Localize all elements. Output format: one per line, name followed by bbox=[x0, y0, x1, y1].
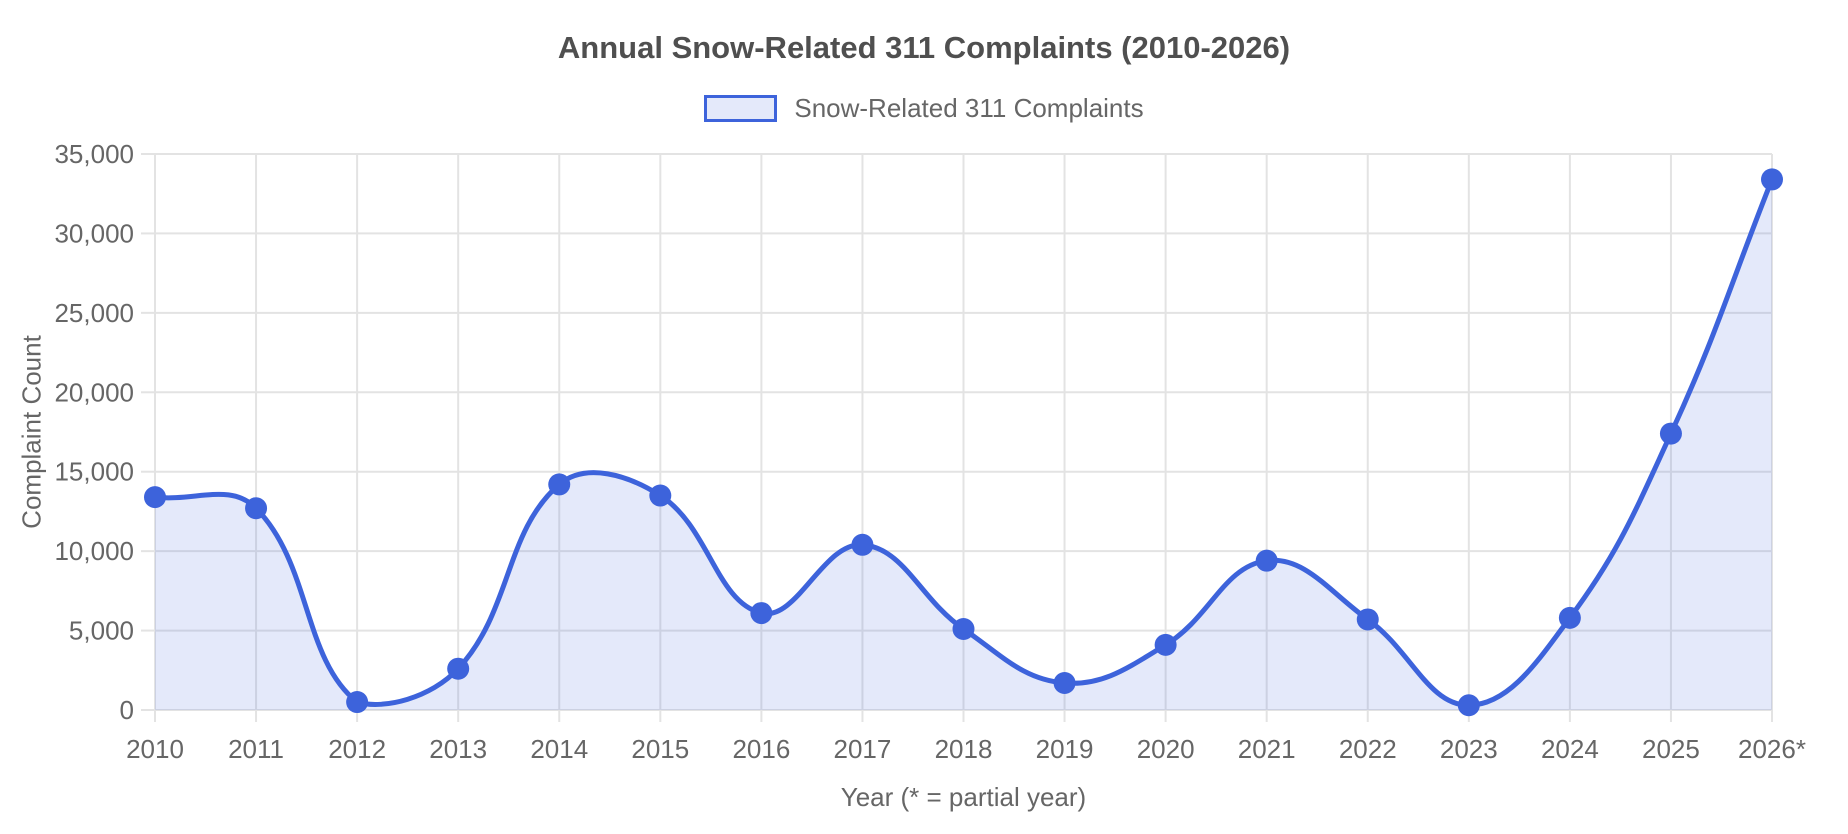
x-tick-label: 2024 bbox=[1541, 734, 1599, 764]
x-tick-label: 2020 bbox=[1137, 734, 1195, 764]
legend-item[interactable]: Snow-Related 311 Complaints bbox=[0, 93, 1848, 124]
x-tick-label: 2021 bbox=[1238, 734, 1296, 764]
data-point-2021[interactable] bbox=[1255, 549, 1278, 572]
chart-title: Annual Snow-Related 311 Complaints (2010… bbox=[557, 30, 1291, 65]
data-point-2015[interactable] bbox=[649, 484, 672, 507]
legend-swatch bbox=[704, 95, 778, 122]
x-axis-title: Year (* = partial year) bbox=[840, 782, 1087, 812]
data-point-2024[interactable] bbox=[1558, 606, 1581, 629]
x-tick-label: 2022 bbox=[1339, 734, 1397, 764]
data-point-2023[interactable] bbox=[1457, 694, 1480, 717]
series-area bbox=[155, 179, 1772, 711]
y-tick-label: 5,000 bbox=[69, 616, 134, 646]
legend-label: Snow-Related 311 Complaints bbox=[794, 93, 1144, 123]
data-point-2012[interactable] bbox=[346, 691, 369, 714]
x-tick-label: 2013 bbox=[429, 734, 487, 764]
x-tick-label: 2014 bbox=[530, 734, 588, 764]
x-tick-label: 2012 bbox=[328, 734, 386, 764]
y-tick-label: 10,000 bbox=[54, 536, 134, 566]
y-tick-label: 30,000 bbox=[54, 218, 134, 248]
x-tick-label: 2010 bbox=[126, 734, 184, 764]
y-tick-label: 0 bbox=[120, 695, 134, 725]
data-point-2020[interactable] bbox=[1154, 633, 1177, 656]
x-tick-label: 2026* bbox=[1738, 734, 1806, 764]
x-tick-label: 2011 bbox=[228, 734, 284, 764]
data-point-2019[interactable] bbox=[1053, 671, 1076, 694]
y-tick-label: 25,000 bbox=[54, 298, 134, 328]
data-point-2013[interactable] bbox=[447, 657, 470, 680]
data-point-2011[interactable] bbox=[245, 497, 268, 520]
y-axis-title: Complaint Count bbox=[16, 335, 47, 529]
x-tick-label: 2019 bbox=[1036, 734, 1094, 764]
data-point-2016[interactable] bbox=[750, 602, 773, 625]
y-tick-label: 20,000 bbox=[54, 377, 134, 407]
data-point-2010[interactable] bbox=[144, 486, 166, 509]
x-tick-label: 2016 bbox=[732, 734, 790, 764]
data-point-2022[interactable] bbox=[1356, 608, 1379, 631]
x-tick-label: 2018 bbox=[935, 734, 993, 764]
data-point-2017[interactable] bbox=[851, 533, 874, 556]
y-tick-label: 15,000 bbox=[54, 457, 134, 487]
data-point-2014[interactable] bbox=[548, 473, 571, 496]
data-point-2018[interactable] bbox=[952, 617, 975, 640]
data-point-2026[interactable] bbox=[1761, 168, 1783, 191]
x-tick-label: 2017 bbox=[834, 734, 892, 764]
data-point-2025[interactable] bbox=[1659, 422, 1682, 445]
x-tick-label: 2025 bbox=[1642, 734, 1700, 764]
y-tick-label: 35,000 bbox=[54, 139, 134, 169]
x-tick-label: 2015 bbox=[631, 734, 689, 764]
x-tick-label: 2023 bbox=[1440, 734, 1498, 764]
